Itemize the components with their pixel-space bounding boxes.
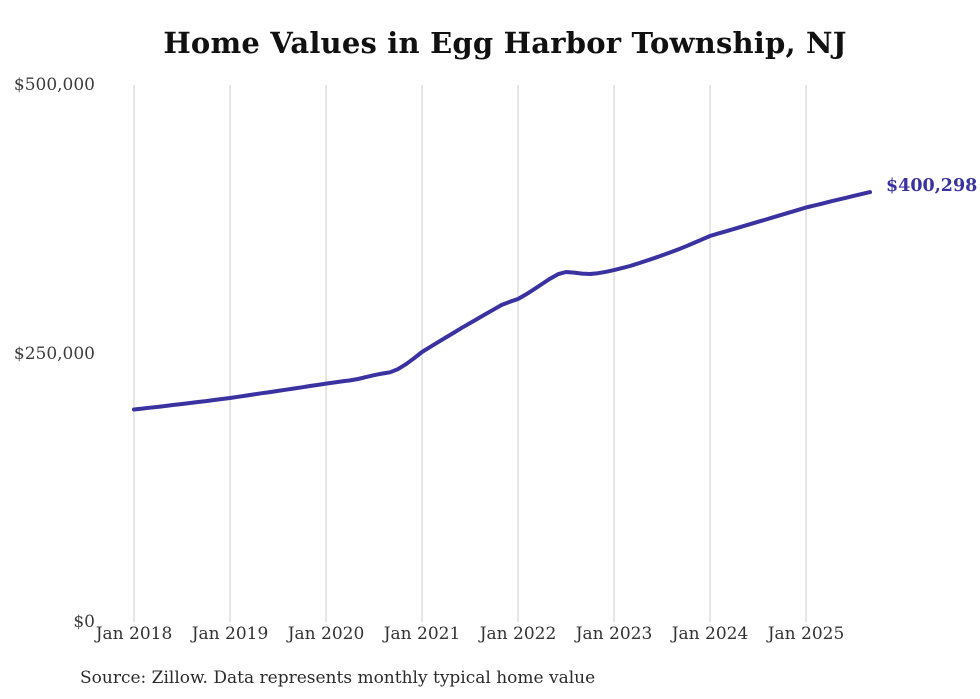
x-tick-label: Jan 2022 — [479, 624, 557, 644]
x-tick-label: Jan 2019 — [191, 624, 269, 644]
home-value-line-series — [132, 190, 872, 412]
x-tick-label: Jan 2018 — [95, 624, 173, 644]
x-tick-label: Jan 2024 — [671, 624, 749, 644]
x-tick-label: Jan 2021 — [383, 624, 461, 644]
y-tick-label: $250,000 — [13, 343, 95, 364]
vertical-gridlines — [133, 85, 807, 622]
x-tick-label: Jan 2020 — [287, 624, 365, 644]
x-tick-label: Jan 2023 — [575, 624, 653, 644]
chart-title: Home Values in Egg Harbor Township, NJ — [163, 26, 847, 60]
y-tick-label: $500,000 — [13, 75, 95, 95]
x-tick-label: Jan 2025 — [767, 624, 845, 644]
source-note: Source: Zillow. Data represents monthly … — [80, 668, 596, 688]
latest-value-label: $400,298 — [886, 176, 978, 196]
y-tick-label: $0 — [73, 612, 95, 632]
